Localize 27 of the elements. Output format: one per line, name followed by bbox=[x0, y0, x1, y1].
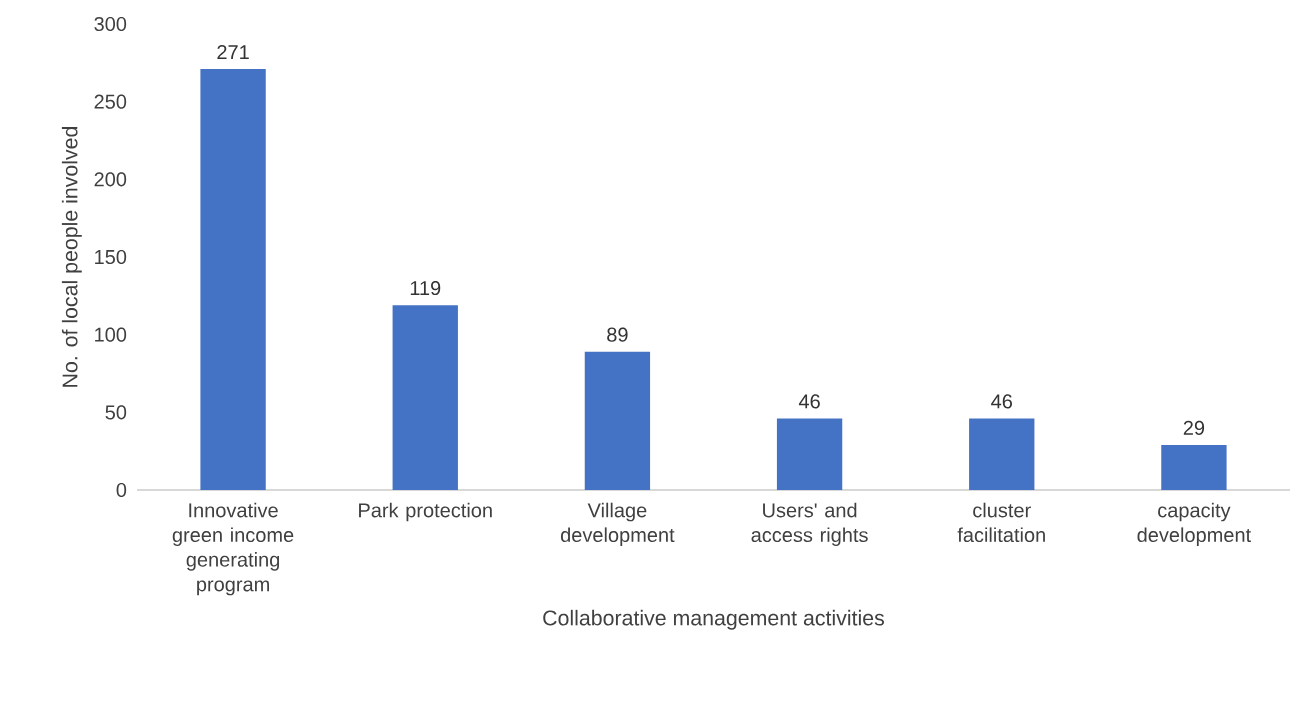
data-label: 46 bbox=[991, 394, 1012, 409]
x-tick-label: Park protection bbox=[359, 502, 492, 522]
bar bbox=[200, 69, 266, 490]
bar bbox=[1161, 444, 1227, 490]
y-tick-label: 100 bbox=[95, 327, 127, 342]
x-tick-label: capacity development bbox=[1137, 502, 1252, 547]
y-tick-label: 250 bbox=[94, 94, 127, 109]
x-tick-label: Village development bbox=[561, 502, 675, 547]
y-tick-label: 300 bbox=[94, 16, 127, 32]
y-tick-label: 200 bbox=[94, 172, 127, 187]
x-tick-label: Innovative green income generating program bbox=[172, 502, 294, 596]
x-axis-title: Collaborative management activities bbox=[543, 609, 884, 630]
data-label: 29 bbox=[1183, 420, 1205, 435]
bar bbox=[969, 418, 1035, 490]
x-tick-label: Users' and access rights bbox=[751, 502, 868, 547]
data-label: 46 bbox=[798, 394, 820, 409]
y-axis-title: No. of local people involved bbox=[61, 127, 82, 387]
bar bbox=[392, 305, 458, 490]
data-label: 271 bbox=[217, 45, 249, 59]
x-tick-label: cluster facilitation bbox=[957, 502, 1045, 543]
bar bbox=[776, 418, 843, 490]
y-tick-label: 0 bbox=[116, 482, 127, 498]
data-label: 119 bbox=[410, 280, 441, 296]
data-label: 89 bbox=[607, 327, 628, 342]
bar bbox=[584, 351, 651, 490]
y-tick-label: 50 bbox=[105, 405, 127, 420]
y-tick-label: 150 bbox=[95, 249, 127, 265]
